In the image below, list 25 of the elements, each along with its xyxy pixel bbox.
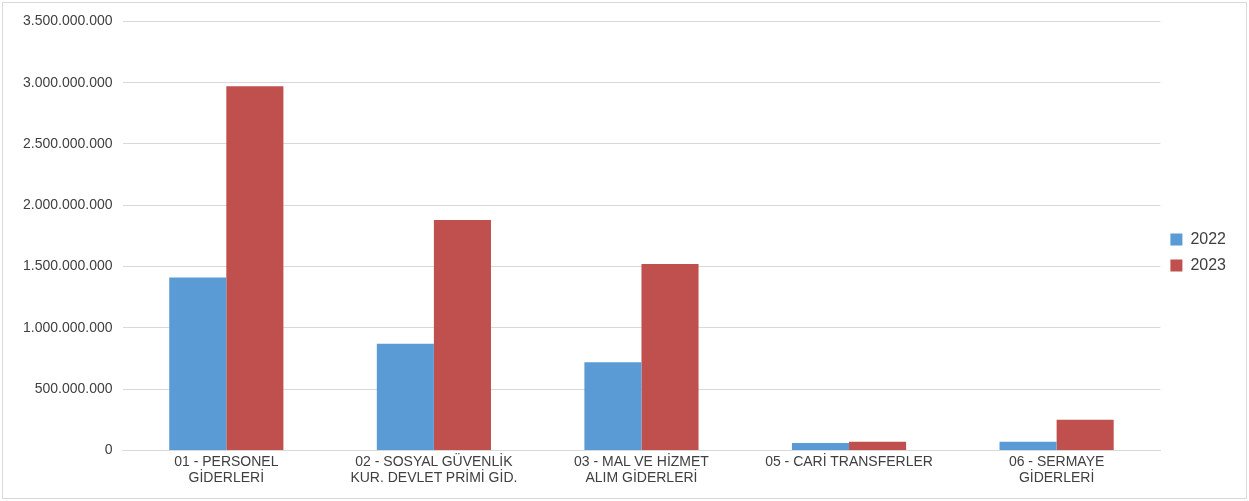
y-tick-label: 1.000.000.000 — [23, 318, 113, 335]
bar — [791, 443, 850, 450]
bar — [226, 86, 284, 450]
x-tick-label: 01 - PERSONEL GİDERLERİ — [174, 452, 279, 486]
legend-label: 2023 — [1190, 255, 1227, 273]
y-tick-label: 3.500.000.000 — [23, 12, 113, 29]
bar — [999, 441, 1057, 450]
x-tick-label: 06 - SERMAYE GİDERLERİ — [1008, 452, 1105, 486]
bar — [169, 277, 227, 450]
legend-label: 2022 — [1190, 229, 1227, 247]
x-tick-label: 03 - MAL VE HİZMET ALIM GİDERLERİ — [574, 451, 710, 486]
bar — [433, 219, 491, 450]
x-tick-label: 02 - SOSYAL GÜVENLİK KUR. DEVLET PRİMİ GİD. — [350, 451, 518, 486]
bar — [376, 343, 434, 450]
bar — [584, 362, 642, 450]
bar — [641, 264, 699, 450]
y-tick-label: 0 — [104, 441, 113, 458]
y-tick-label: 1.500.000.000 — [23, 257, 113, 274]
y-tick-label: 3.000.000.000 — [23, 73, 113, 90]
y-tick-label: 2.500.000.000 — [23, 134, 113, 151]
y-tick-label: 2.000.000.000 — [23, 196, 113, 213]
bar — [1056, 419, 1114, 450]
x-tick-label: 05 - CARİ TRANSFERLER — [765, 451, 933, 469]
bar — [849, 441, 907, 450]
y-tick-label: 500.000.000 — [34, 379, 113, 396]
